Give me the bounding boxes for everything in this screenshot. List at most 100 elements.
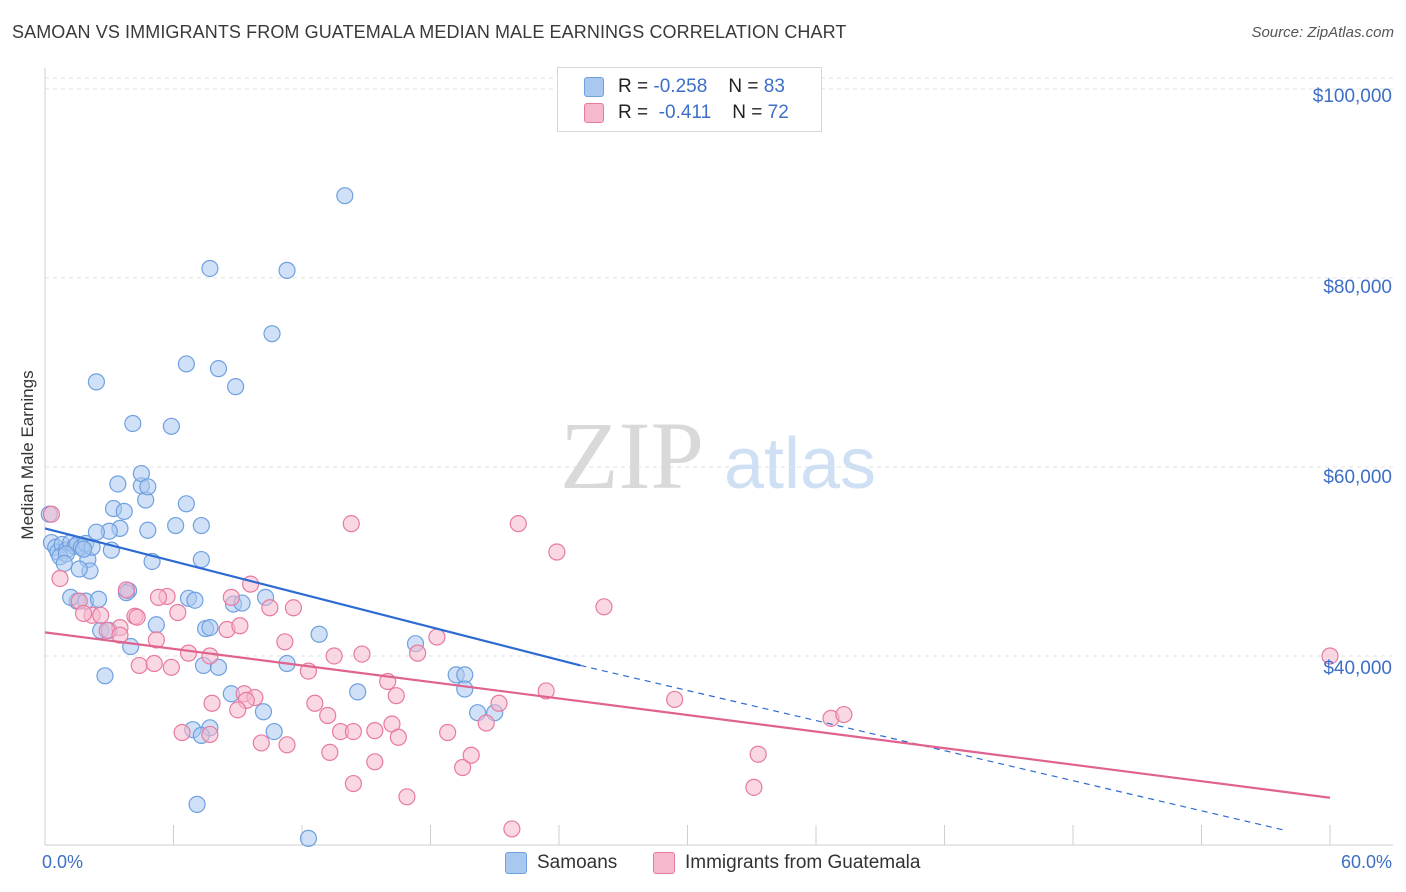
data-point xyxy=(130,656,148,675)
watermark-atlas: atlas xyxy=(724,424,876,504)
data-point xyxy=(145,654,163,673)
data-point xyxy=(389,728,407,746)
guatemala-swatch xyxy=(584,103,604,123)
n-label: N = xyxy=(728,76,759,97)
r-value: -0.411 xyxy=(658,102,712,123)
legend-label: Immigrants from Guatemala xyxy=(685,852,921,873)
data-point xyxy=(409,644,427,662)
data-point xyxy=(342,515,360,533)
data-point xyxy=(87,373,106,391)
stats-legend-row-guatemala: R = -0.411 N = 72 xyxy=(584,102,789,124)
data-point xyxy=(111,626,129,644)
series-samoans xyxy=(40,187,504,847)
data-point xyxy=(87,523,106,541)
data-point xyxy=(537,682,555,700)
data-point xyxy=(192,550,210,569)
gridlines xyxy=(45,77,1393,657)
data-point xyxy=(503,820,521,838)
data-point xyxy=(325,647,343,665)
data-point xyxy=(509,515,527,533)
data-point xyxy=(139,521,157,539)
data-point xyxy=(139,478,157,496)
data-point xyxy=(349,683,367,701)
chart-title: SAMOAN VS IMMIGRANTS FROM GUATEMALA MEDI… xyxy=(12,22,847,42)
data-point xyxy=(227,378,245,396)
data-point xyxy=(835,705,853,724)
legend-label: Samoans xyxy=(537,852,618,873)
samoans-legend-swatch xyxy=(505,852,527,874)
legend-item-guatemala[interactable]: Immigrants from Guatemala xyxy=(653,852,920,874)
data-point xyxy=(278,261,296,279)
r-value: -0.258 xyxy=(653,76,708,97)
y-tick-label-60000: $60,000 xyxy=(1323,467,1392,488)
series-legend: Samoans Immigrants from Guatemala xyxy=(0,852,1406,878)
data-point xyxy=(1321,647,1339,665)
n-value: 83 xyxy=(763,76,785,97)
axes xyxy=(44,68,1393,846)
data-point xyxy=(117,581,135,599)
data-point xyxy=(366,722,384,740)
data-point xyxy=(162,417,180,435)
data-point xyxy=(252,734,270,752)
data-point xyxy=(353,645,371,663)
source-label: Source: ZipAtlas.com xyxy=(1251,24,1394,41)
stats-legend: R = -0.258 N = 83 R = -0.411 N = 72 xyxy=(557,67,822,132)
data-point xyxy=(366,753,384,771)
data-point xyxy=(276,633,294,651)
r-label: R = xyxy=(618,102,649,123)
x-tick-label-max: 60.0% xyxy=(1340,852,1392,872)
data-point xyxy=(201,259,219,278)
data-point xyxy=(92,606,110,624)
y-axis-label: Median Male Earnings xyxy=(18,370,37,540)
data-point xyxy=(186,591,204,609)
n-value: 72 xyxy=(767,102,789,123)
data-point xyxy=(306,694,324,712)
data-point xyxy=(229,701,247,719)
data-point xyxy=(147,616,165,634)
r-label: R = xyxy=(618,76,649,97)
data-point xyxy=(261,599,279,617)
guatemala-legend-swatch xyxy=(653,852,675,874)
data-point xyxy=(387,687,405,705)
data-point xyxy=(173,723,191,742)
data-point xyxy=(89,590,108,608)
data-point xyxy=(188,795,206,813)
data-point xyxy=(109,475,127,493)
y-tick-label-40000: $40,000 xyxy=(1323,658,1392,679)
data-point xyxy=(42,505,61,523)
data-point xyxy=(209,658,228,676)
data-point xyxy=(128,608,146,626)
y-tick-label-80000: $80,000 xyxy=(1323,277,1392,298)
data-point xyxy=(336,187,354,205)
x-tick-label-min: 0.0% xyxy=(42,852,84,872)
data-point xyxy=(201,725,219,744)
data-point xyxy=(177,355,195,373)
data-point xyxy=(344,774,362,793)
data-point xyxy=(70,560,88,578)
data-point xyxy=(55,554,73,572)
data-point xyxy=(192,516,210,535)
watermark-zip: ZIP xyxy=(560,402,704,509)
data-point xyxy=(74,540,93,558)
data-point xyxy=(201,619,219,637)
data-point xyxy=(749,745,767,763)
trend-line-samoans xyxy=(44,527,581,667)
data-point xyxy=(124,414,142,433)
data-point xyxy=(96,667,114,685)
data-point xyxy=(51,569,69,588)
data-points xyxy=(40,187,1339,847)
data-point xyxy=(203,694,221,712)
data-point xyxy=(490,694,508,712)
data-point xyxy=(222,588,240,606)
data-point xyxy=(439,723,457,742)
legend-item-samoans[interactable]: Samoans xyxy=(505,852,617,874)
trend-line-guatemala xyxy=(44,631,1331,799)
data-point xyxy=(456,680,474,698)
data-point xyxy=(398,788,416,806)
n-label: N = xyxy=(732,102,763,123)
data-point xyxy=(147,631,165,649)
data-point xyxy=(74,604,93,623)
data-point xyxy=(209,360,228,378)
data-point xyxy=(115,502,133,520)
